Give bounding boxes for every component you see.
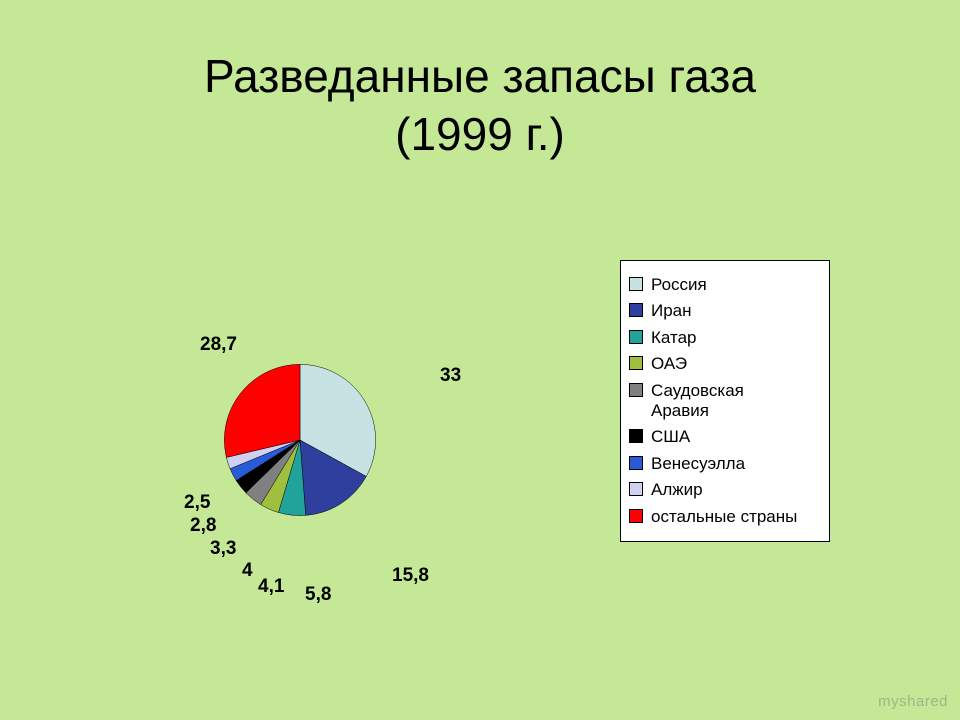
title-line-1: Разведанные запасы газа <box>204 50 756 102</box>
legend-item: Иран <box>629 301 815 321</box>
page-title: Разведанные запасы газа (1999 г.) <box>0 0 960 163</box>
legend-label: Катар <box>651 328 815 348</box>
legend-item: Алжир <box>629 480 815 500</box>
slice-label: 4,1 <box>258 576 284 598</box>
legend-swatch <box>629 303 643 317</box>
legend-swatch <box>629 277 643 291</box>
pie-svg <box>190 330 410 550</box>
legend-label: Россия <box>651 275 815 295</box>
legend-swatch <box>629 456 643 470</box>
legend-item: Венесуэлла <box>629 454 815 474</box>
legend-swatch <box>629 509 643 523</box>
legend-swatch <box>629 482 643 496</box>
legend-label: Венесуэлла <box>651 454 815 474</box>
legend-swatch <box>629 383 643 397</box>
legend-label: Саудовская Аравия <box>651 381 815 422</box>
title-line-2: (1999 г.) <box>395 108 565 160</box>
legend-item: США <box>629 427 815 447</box>
legend-swatch <box>629 330 643 344</box>
legend-label: США <box>651 427 815 447</box>
slice-label: 5,8 <box>305 584 331 606</box>
legend-item: Катар <box>629 328 815 348</box>
slice-label: 33 <box>440 365 461 387</box>
pie-chart: 33 15,8 5,8 4,14 3,32,82,5 28,7 <box>140 290 460 610</box>
legend-label: остальные страны <box>651 507 815 527</box>
slice-label: 15,8 <box>392 565 429 587</box>
legend-item: Россия <box>629 275 815 295</box>
slice-label: 2,8 <box>190 515 216 537</box>
legend-label: Алжир <box>651 480 815 500</box>
slice-label: 3,3 <box>210 538 236 560</box>
legend-item: Саудовская Аравия <box>629 381 815 422</box>
legend-item: ОАЭ <box>629 354 815 374</box>
legend-swatch <box>629 429 643 443</box>
legend-item: остальные страны <box>629 507 815 527</box>
slice-label: 28,7 <box>200 334 237 356</box>
watermark: myshared <box>878 693 948 710</box>
legend-label: ОАЭ <box>651 354 815 374</box>
slice-label: 2,5 <box>184 492 210 514</box>
legend-label: Иран <box>651 301 815 321</box>
legend-swatch <box>629 356 643 370</box>
slice-label: 4 <box>242 560 253 582</box>
legend-box: Россия Иран Катар ОАЭ Саудовская Аравия США Ве… <box>620 260 830 542</box>
